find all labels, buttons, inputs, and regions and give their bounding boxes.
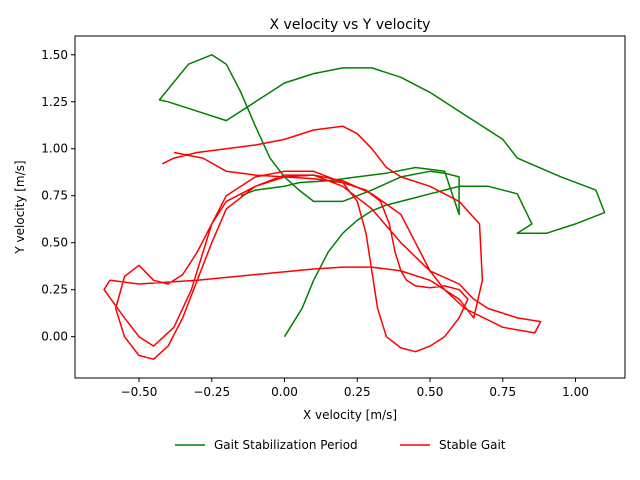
x-tick-label: −0.50 (121, 385, 158, 399)
y-tick-label: 1.25 (41, 95, 68, 109)
legend-label-1: Stable Gait (439, 438, 506, 452)
y-axis-ticks: 0.00 0.25 0.50 0.75 1.00 1.25 1.50 (41, 48, 75, 344)
y-tick-label: 0.75 (41, 189, 68, 203)
y-tick-label: 0.25 (41, 283, 68, 297)
plot-area-frame (74, 35, 626, 379)
x-tick-label: 0.50 (417, 385, 444, 399)
x-tick-label: 0.00 (271, 385, 298, 399)
x-tick-label: 1.00 (562, 385, 589, 399)
x-tick-label: 0.75 (489, 385, 516, 399)
y-tick-label: 1.00 (41, 142, 68, 156)
chart-title: X velocity vs Y velocity (270, 17, 431, 33)
x-tick-label: 0.25 (344, 385, 371, 399)
x-axis-label: X velocity [m/s] (303, 408, 397, 422)
legend-label-0: Gait Stabilization Period (214, 438, 358, 452)
x-axis-ticks: −0.50 −0.25 0.00 0.25 0.50 0.75 1.00 (121, 378, 589, 399)
series-line-1 (103, 125, 542, 360)
series-lines (103, 54, 606, 360)
x-tick-label: −0.25 (193, 385, 230, 399)
y-tick-label: 0.50 (41, 236, 68, 250)
y-axis-label: Y velocity [m/s] (13, 160, 27, 254)
y-tick-label: 0.00 (41, 330, 68, 344)
y-tick-label: 1.50 (41, 48, 68, 62)
series-line-0 (158, 54, 606, 338)
legend: Gait Stabilization Period Stable Gait (175, 438, 506, 452)
